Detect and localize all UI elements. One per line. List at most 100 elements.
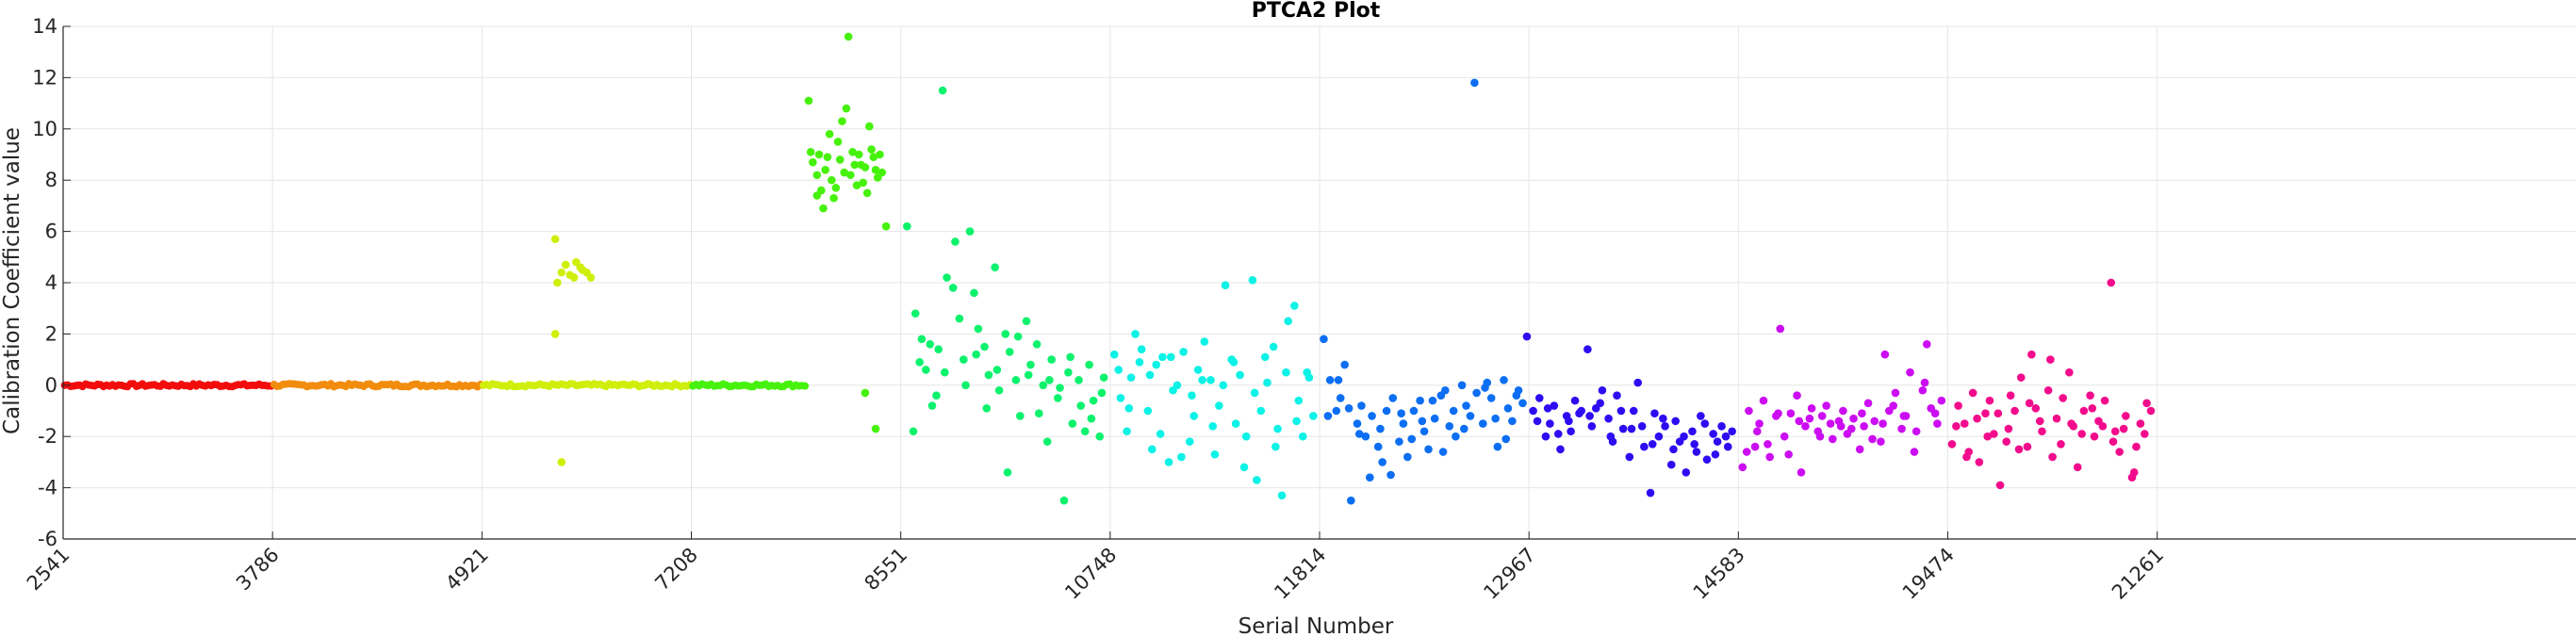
- data-point: [1418, 416, 1427, 426]
- data-point: [2038, 427, 2046, 436]
- data-point: [846, 171, 855, 180]
- data-point: [2010, 406, 2019, 416]
- data-point: [1472, 388, 1481, 398]
- data-point: [831, 184, 841, 192]
- data-point: [1738, 463, 1747, 472]
- data-point: [1697, 412, 1705, 420]
- data-point: [1849, 414, 1858, 423]
- data-point: [878, 168, 886, 177]
- data-point: [1906, 368, 1914, 377]
- data-point: [2136, 419, 2145, 428]
- data-point: [1137, 345, 1146, 354]
- y-axis-label: Calibration Coefficient value: [0, 127, 25, 434]
- data-point: [1587, 422, 1597, 431]
- flat-data-bands: [60, 380, 810, 391]
- data-point: [1797, 467, 1806, 477]
- data-point: [804, 96, 813, 106]
- data-point: [1922, 339, 1931, 349]
- data-point: [1166, 352, 1175, 362]
- data-point: [1284, 317, 1292, 326]
- data-point: [1135, 358, 1144, 367]
- x-tick-label: 8551: [860, 544, 911, 596]
- data-point: [1005, 348, 1014, 356]
- data-point: [1219, 381, 1228, 390]
- data-point: [1097, 388, 1107, 398]
- data-point: [1920, 378, 1929, 387]
- data-point: [1354, 430, 1364, 438]
- data-point: [823, 153, 832, 162]
- data-point: [1340, 360, 1349, 369]
- data-point: [1666, 460, 1676, 469]
- y-tick-label: 0: [45, 374, 57, 397]
- data-point: [1066, 352, 1075, 362]
- data-point: [1116, 394, 1125, 402]
- data-point: [974, 324, 983, 334]
- data-point: [1522, 332, 1532, 341]
- data-point: [806, 147, 815, 156]
- data-point: [2006, 391, 2015, 400]
- data-point: [1248, 275, 1257, 285]
- data-points: [550, 32, 2156, 505]
- data-point: [1368, 412, 1376, 420]
- data-point: [582, 268, 591, 277]
- data-point: [1618, 424, 1628, 433]
- data-point: [2090, 432, 2099, 441]
- data-point: [1753, 427, 1762, 436]
- data-point: [1759, 396, 1768, 405]
- data-point: [941, 368, 949, 377]
- data-point: [1378, 458, 1386, 466]
- data-point: [1629, 406, 1638, 416]
- data-point: [1386, 470, 1395, 480]
- data-point: [1616, 406, 1626, 416]
- data-point: [1646, 488, 1655, 498]
- data-point: [2073, 463, 2082, 472]
- data-point: [1053, 394, 1062, 402]
- data-point: [1486, 394, 1496, 402]
- data-point: [2023, 442, 2032, 451]
- data-point: [932, 391, 941, 400]
- data-point: [1026, 360, 1035, 369]
- data-point: [1975, 458, 1984, 466]
- data-point: [2132, 442, 2141, 451]
- data-point: [1690, 440, 1698, 449]
- data-point: [1290, 302, 1299, 310]
- data-point: [1042, 437, 1052, 446]
- data-point: [1805, 414, 1814, 423]
- data-point: [569, 273, 579, 282]
- data-point: [881, 221, 891, 231]
- data-point: [1784, 449, 1793, 459]
- data-point: [2119, 424, 2128, 433]
- data-point: [1567, 427, 1575, 436]
- data-point: [1373, 442, 1383, 451]
- data-point: [2065, 368, 2074, 377]
- data-point: [1085, 360, 1093, 369]
- data-point: [1981, 409, 1990, 418]
- data-point: [1353, 419, 1362, 428]
- data-point: [927, 401, 937, 410]
- data-point: [1556, 445, 1565, 454]
- data-point: [993, 366, 1002, 374]
- data-point: [1829, 434, 1837, 444]
- data-point: [550, 235, 560, 244]
- data-point: [1815, 432, 1825, 441]
- data-point: [1541, 432, 1551, 441]
- data-point: [867, 145, 876, 154]
- data-point: [1016, 412, 1025, 420]
- data-point: [1059, 496, 1069, 505]
- data-point: [576, 263, 585, 271]
- data-point: [1045, 376, 1054, 384]
- data-point: [1960, 419, 1969, 428]
- data-point: [1188, 391, 1196, 400]
- data-point: [1221, 281, 1230, 290]
- data-point: [1273, 424, 1282, 433]
- data-point: [1640, 442, 1649, 451]
- data-point: [1491, 414, 1500, 423]
- data-point: [938, 86, 947, 95]
- data-point: [980, 342, 989, 351]
- data-point: [1750, 442, 1760, 451]
- data-point: [859, 178, 867, 188]
- data-point: [1897, 424, 1906, 433]
- data-point: [2046, 355, 2055, 364]
- data-point: [1596, 399, 1605, 408]
- data-point: [1158, 352, 1167, 362]
